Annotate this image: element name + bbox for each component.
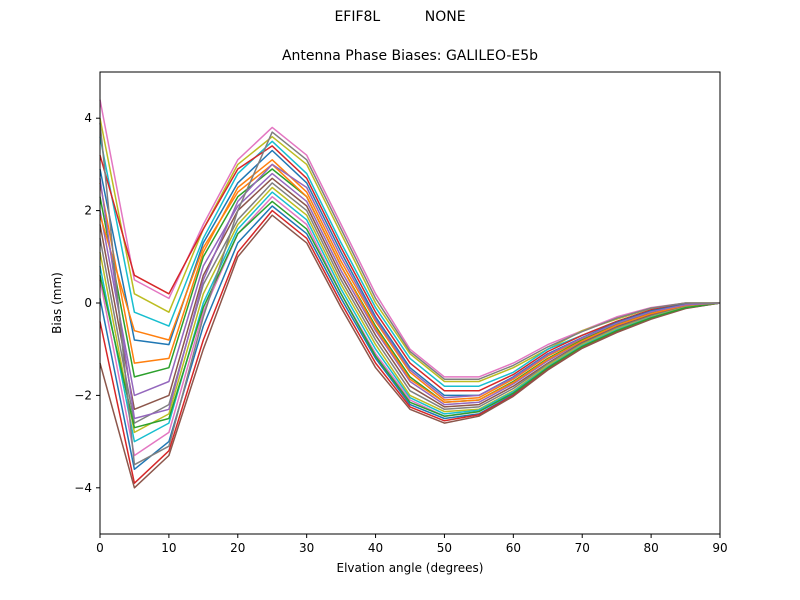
x-tick-label: 30 xyxy=(299,541,314,555)
x-tick-label: 80 xyxy=(643,541,658,555)
series-line-10 xyxy=(99,182,721,424)
y-tick-label: 0 xyxy=(84,296,92,310)
x-tick-label: 70 xyxy=(575,541,590,555)
series-line-12 xyxy=(99,191,721,443)
x-tick-label: 10 xyxy=(161,541,176,555)
series-line-18 xyxy=(99,163,721,404)
suptitle-right: NONE xyxy=(424,9,466,25)
x-tick-label: 50 xyxy=(437,541,452,555)
series-layer xyxy=(99,99,721,489)
series-line-19 xyxy=(99,163,721,420)
series-line-16 xyxy=(99,214,721,489)
x-tick-label: 20 xyxy=(230,541,245,555)
series-line-20 xyxy=(99,122,720,466)
figure-suptitle: EFIF8L NONE xyxy=(0,9,800,25)
chart-title: Antenna Phase Biases: GALILEO-E5b xyxy=(281,48,539,64)
x-tick-label: 60 xyxy=(506,541,521,555)
suptitle-left: EFIF8L xyxy=(334,9,381,25)
x-axis-label: Elvation angle (degrees) xyxy=(336,561,484,575)
x-tick-label: 90 xyxy=(712,541,727,555)
series-line-1 xyxy=(99,99,720,378)
x-tick-label: 40 xyxy=(368,541,383,555)
series-line-4 xyxy=(99,145,721,392)
series-line-9 xyxy=(99,177,721,411)
series-line-5 xyxy=(99,149,721,397)
x-tick-label: 0 xyxy=(96,541,104,555)
y-tick-label: −4 xyxy=(74,481,92,495)
axis-layer: 0 10 20 30 40 50 60 70 80 90 −4 −2 0 2 4 xyxy=(74,71,728,555)
y-tick-label: −2 xyxy=(74,388,92,402)
y-tick-label: 2 xyxy=(84,204,92,218)
series-line-11 xyxy=(99,186,721,434)
series-line-17 xyxy=(99,200,721,429)
series-line-8 xyxy=(99,172,721,406)
y-tick-label: 4 xyxy=(84,111,92,125)
